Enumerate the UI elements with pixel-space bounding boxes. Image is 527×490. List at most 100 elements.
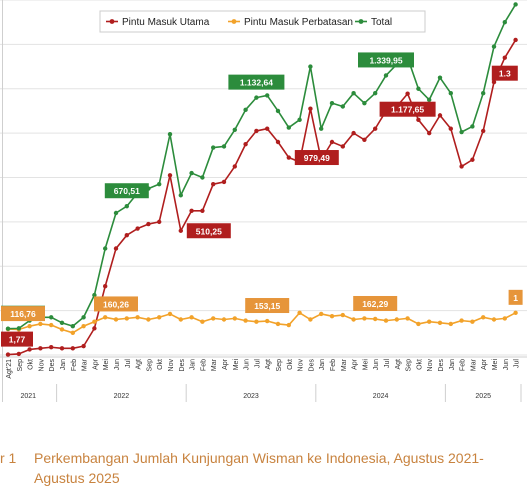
data-point <box>373 90 378 96</box>
data-label: 162,29 <box>362 299 388 309</box>
data-point <box>124 204 129 209</box>
data-label: 1.177,65 <box>391 105 424 115</box>
data-point <box>113 210 119 216</box>
data-label: 1.132,64 <box>240 78 273 88</box>
data-point <box>416 321 421 327</box>
x-tick-label: Sep <box>406 359 413 372</box>
data-point <box>502 19 507 25</box>
x-tick-label: Okt <box>157 359 164 370</box>
data-point <box>513 310 518 316</box>
data-point <box>16 326 21 331</box>
data-point <box>427 130 432 136</box>
data-point <box>340 144 345 149</box>
data-point <box>308 317 313 322</box>
data-point <box>351 90 356 96</box>
data-point <box>221 144 227 149</box>
x-tick-label: Des <box>179 359 186 372</box>
data-point <box>329 139 335 145</box>
x-tick-label: Nov <box>298 359 305 372</box>
series-line-0 <box>7 39 517 356</box>
x-tick-label: Sep <box>17 359 24 372</box>
data-point <box>92 319 97 324</box>
data-point <box>70 330 76 336</box>
x-tick-label: Mei <box>492 359 499 371</box>
data-point <box>265 126 270 131</box>
data-point <box>275 139 281 145</box>
data-point <box>362 316 367 321</box>
legend-swatch-dot <box>109 19 115 24</box>
data-point <box>49 345 54 350</box>
data-point <box>103 246 108 251</box>
data-point <box>135 315 140 320</box>
data-point <box>481 128 486 134</box>
data-point <box>178 228 183 233</box>
data-point <box>211 145 216 150</box>
data-point <box>470 124 475 129</box>
x-tick-label: Feb <box>71 359 78 371</box>
data-point <box>178 193 183 198</box>
data-point <box>265 93 270 98</box>
legend-box <box>99 10 426 33</box>
legend: Pintu Masuk Utama Pintu Masuk Perbatasan T… <box>99 10 426 33</box>
data-label: 1.3 <box>499 69 511 79</box>
year-label: 2023 <box>243 393 259 400</box>
data-point <box>178 317 183 322</box>
x-tick-label: Nov <box>427 359 434 372</box>
x-tick-label: Apr <box>481 358 488 370</box>
data-point <box>70 346 76 351</box>
data-point <box>373 316 378 322</box>
x-tick-label: Agt <box>265 359 272 370</box>
data-point <box>513 2 518 7</box>
caption-number: r 1 <box>0 450 17 466</box>
data-point <box>81 343 86 349</box>
data-point <box>513 37 518 43</box>
data-point <box>297 310 302 316</box>
data-point <box>286 155 291 160</box>
data-point <box>59 320 65 326</box>
data-label: 116,76 <box>10 309 36 319</box>
gridlines <box>0 0 527 356</box>
x-tick-label: Nov <box>168 359 175 372</box>
data-point <box>113 246 119 251</box>
x-tick-label: Feb <box>200 359 207 371</box>
data-point <box>146 317 151 322</box>
legend-swatch-dot <box>358 19 364 24</box>
data-point <box>189 208 194 213</box>
data-point <box>481 315 486 320</box>
data-point <box>491 79 497 85</box>
data-point <box>38 346 43 351</box>
x-tick-label: Feb <box>330 359 337 371</box>
data-point <box>340 312 345 318</box>
data-point <box>265 318 270 324</box>
caption-title-line-2: Agustus 2025 <box>34 470 120 486</box>
x-tick-label: Agt'21 <box>6 359 13 379</box>
data-point <box>427 319 432 324</box>
x-tick-label: Jul <box>514 359 521 368</box>
data-label-box <box>508 289 523 305</box>
year-label: 2021 <box>21 393 37 400</box>
data-label: 1 <box>513 293 518 303</box>
x-tick-label: Apr <box>92 358 99 370</box>
data-point <box>405 316 410 321</box>
data-point <box>373 126 378 131</box>
data-label: 1,77 <box>9 335 26 345</box>
data-label: 510,25 <box>196 226 222 236</box>
data-point <box>200 208 205 213</box>
data-point <box>27 323 32 329</box>
x-tick-label: Mar <box>82 358 89 371</box>
x-tick-label: Jan <box>60 359 67 370</box>
data-point <box>491 317 497 322</box>
legend-label: Total <box>371 17 392 28</box>
data-point <box>470 157 475 162</box>
data-label: 979,49 <box>304 153 330 163</box>
data-point <box>340 104 345 109</box>
data-point <box>297 117 302 123</box>
x-tick-label: Jan <box>319 359 326 370</box>
x-tick-label: Mei <box>233 359 240 371</box>
data-label-box <box>245 298 290 314</box>
data-point <box>189 315 194 320</box>
x-tick-label: Jul <box>125 359 132 368</box>
data-point <box>275 108 281 114</box>
x-tick-label: Sep <box>276 359 283 372</box>
x-tick-label: Jun <box>373 359 380 370</box>
